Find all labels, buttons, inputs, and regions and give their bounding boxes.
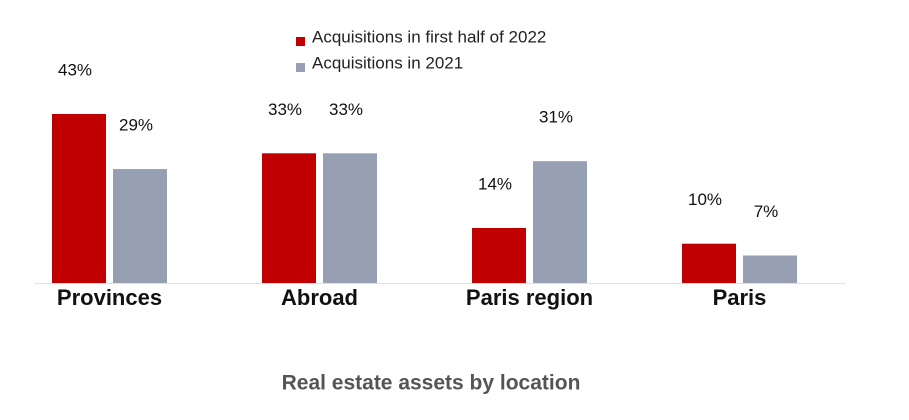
bar (533, 161, 587, 283)
value-label: 29% (119, 116, 153, 135)
x-tick-label: Paris region (466, 285, 593, 310)
x-tick-label: Provinces (57, 285, 162, 310)
value-label: 14% (478, 174, 512, 193)
x-tick-label: Abroad (281, 285, 358, 310)
legend-label: Acquisitions in first half of 2022 (312, 27, 546, 46)
bar (262, 153, 316, 283)
bar (113, 169, 167, 283)
value-label: 43% (58, 60, 92, 79)
value-label: 31% (539, 108, 573, 127)
x-tick-label: Paris (713, 285, 767, 310)
value-label: 7% (754, 202, 779, 221)
chart-title: Real estate assets by location (282, 372, 581, 395)
value-label: 33% (329, 100, 363, 119)
bar (323, 153, 377, 283)
value-label: 10% (688, 190, 722, 209)
bar (52, 114, 106, 283)
legend-label: Acquisitions in 2021 (312, 53, 463, 72)
legend-swatch (296, 63, 305, 72)
legend-swatch (296, 37, 305, 46)
bar (472, 227, 526, 283)
value-label: 33% (268, 100, 302, 119)
bar (743, 255, 797, 283)
bar (682, 243, 736, 283)
